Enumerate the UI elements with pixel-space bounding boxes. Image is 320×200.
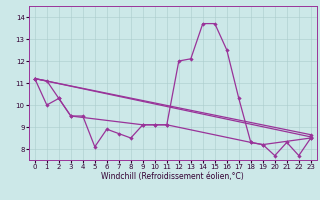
X-axis label: Windchill (Refroidissement éolien,°C): Windchill (Refroidissement éolien,°C) (101, 172, 244, 181)
